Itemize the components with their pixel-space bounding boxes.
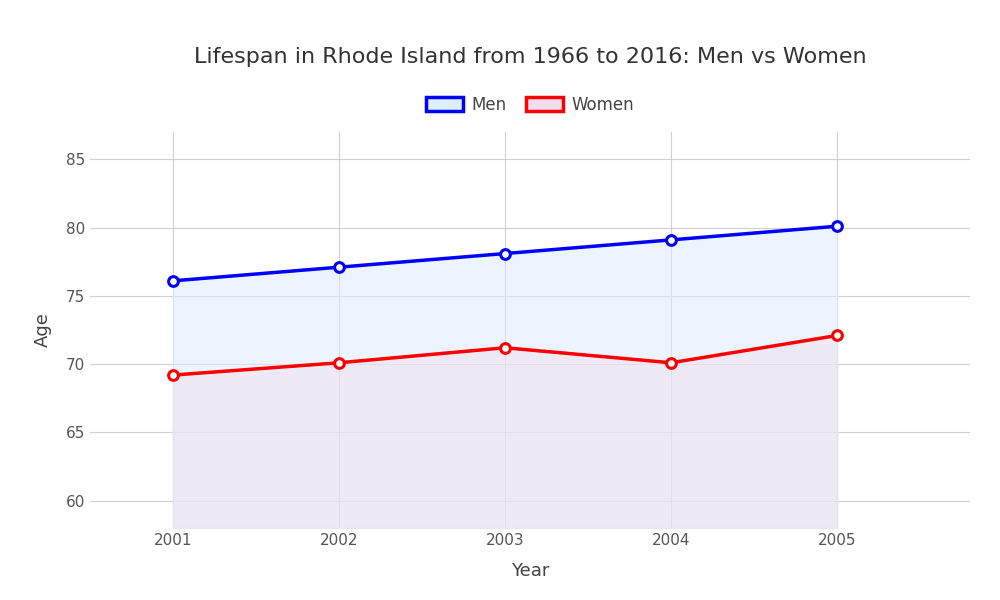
Y-axis label: Age: Age [34, 313, 52, 347]
Legend: Men, Women: Men, Women [419, 89, 641, 120]
X-axis label: Year: Year [511, 562, 549, 580]
Title: Lifespan in Rhode Island from 1966 to 2016: Men vs Women: Lifespan in Rhode Island from 1966 to 20… [194, 47, 866, 67]
